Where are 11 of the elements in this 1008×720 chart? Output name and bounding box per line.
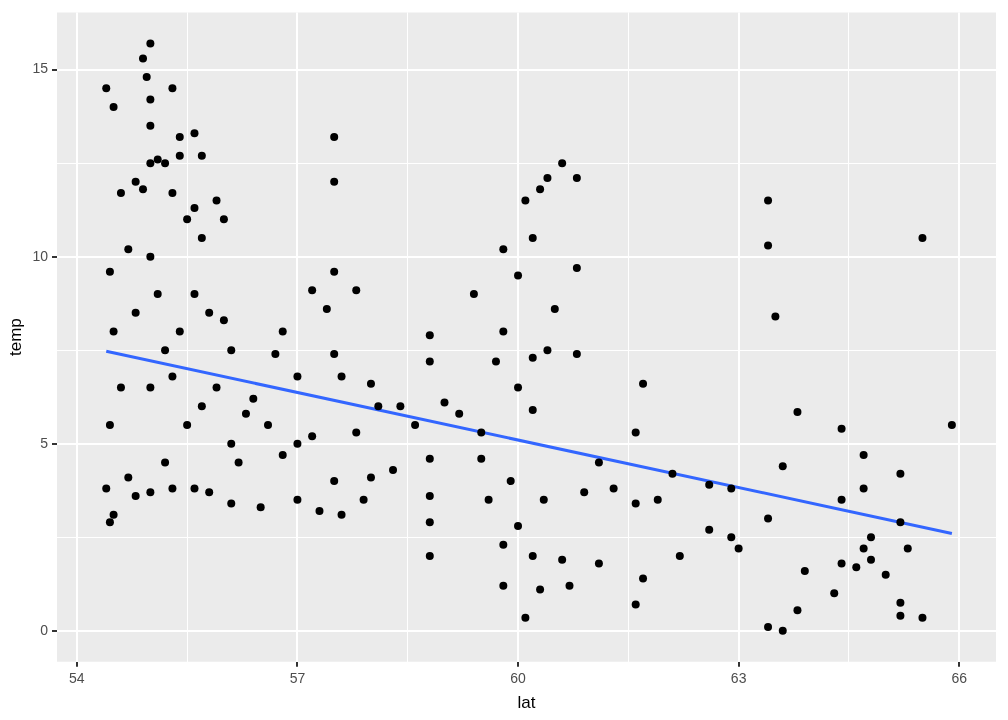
x-tick-label: 63: [730, 670, 747, 687]
x-tick-label: 57: [289, 670, 306, 687]
y-tick-label: 0: [40, 621, 49, 638]
y-tick-label: 10: [32, 247, 49, 264]
y-tick-label: 5: [40, 434, 49, 451]
x-tick-label: 66: [951, 670, 968, 687]
x-axis-title: lat: [517, 693, 536, 713]
x-tick-label: 54: [69, 670, 85, 687]
y-axis-title: temp: [5, 318, 25, 356]
x-tick-label: 60: [510, 670, 527, 687]
y-tick-label: 15: [32, 60, 49, 77]
